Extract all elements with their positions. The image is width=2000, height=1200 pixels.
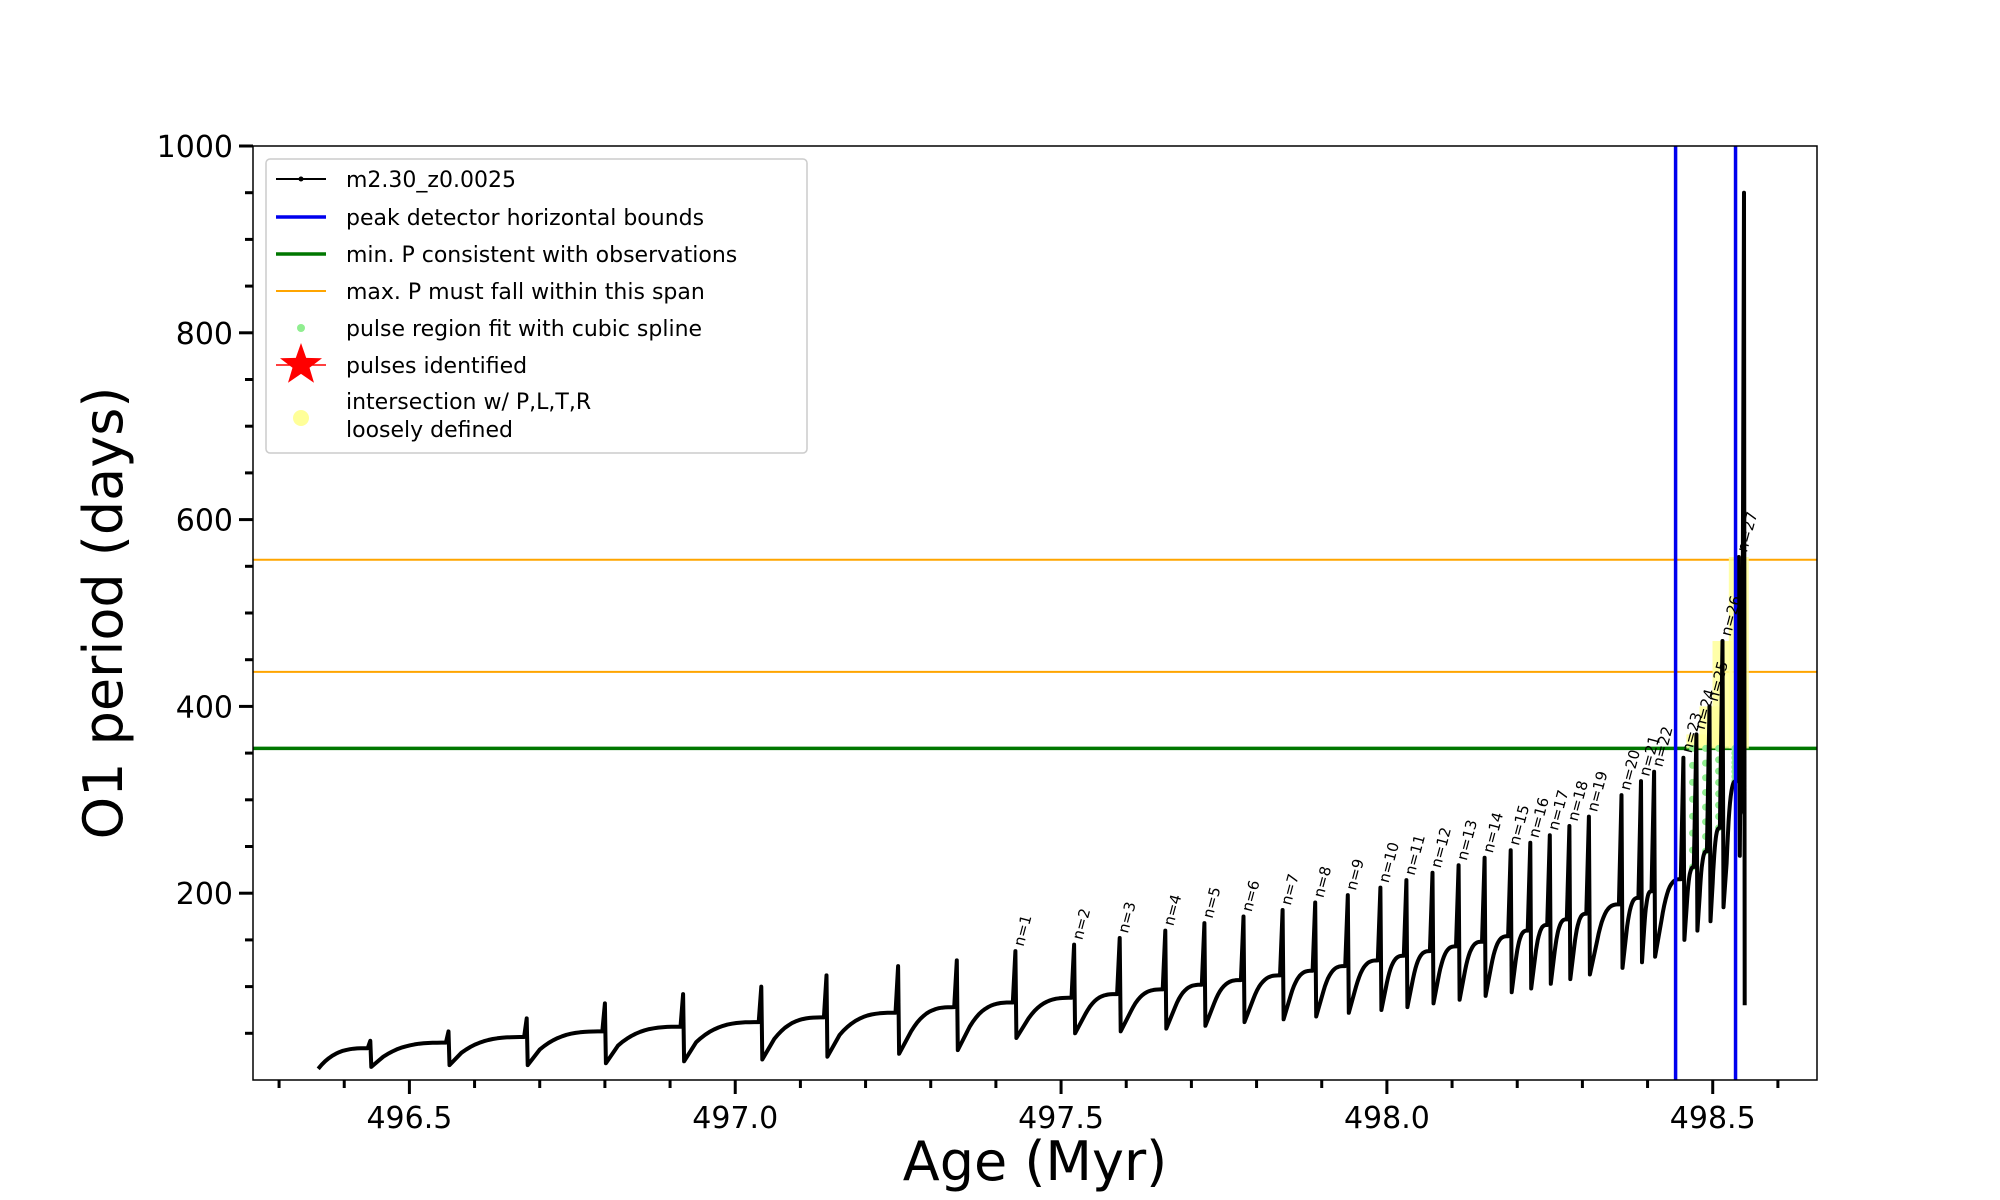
legend-frame [265,158,808,454]
axis-ticks: 496.5 497.0 497.5 498.0 498.5 200 400 600 800 100… [157,130,1780,1136]
y-tick-label: 1000 [157,130,233,165]
legend-label-track: m2.30_z0.0025 [346,168,516,193]
x-tick-label: 496.5 [366,1101,452,1136]
x-tick-label: 498.5 [1670,1101,1756,1136]
period-track-line [316,190,1747,1071]
legend-item-pulses: pulses identified [276,343,527,383]
legend-label-spline-fit: pulse region fit with cubic spline [346,317,702,342]
y-tick-label: 800 [176,317,233,352]
legend: m2.30_z0.0025 peak detector horizontal b… [265,158,808,454]
vertical-reference-lines [1673,146,1738,1080]
legend-label-loosely-defined-2: loosely defined [346,418,513,443]
legend-swatch-loosely-defined [293,410,309,426]
x-tick-label: 497.0 [692,1101,778,1136]
x-axis-label: Age (Myr) [903,1130,1168,1193]
legend-swatch-track-dot [298,176,304,182]
legend-label-min-period: min. P consistent with observations [346,243,737,268]
y-tick-label: 600 [176,504,233,539]
legend-label-max-period-span: max. P must fall within this span [346,280,705,305]
legend-label-pulses: pulses identified [346,354,527,379]
horizontal-reference-lines [253,558,1817,751]
legend-item-peak-bounds: peak detector horizontal bounds [276,206,704,231]
legend-item-spline-fit: pulse region fit with cubic spline [297,317,702,342]
y-tick-label: 400 [176,690,233,725]
y-tick-label: 200 [176,877,233,912]
x-tick-label: 497.5 [1018,1101,1104,1136]
legend-label-peak-bounds: peak detector horizontal bounds [346,206,704,231]
period-track [316,190,1747,1071]
legend-item-loosely-defined: intersection w/ P,L,T,R loosely defined [293,390,591,443]
legend-swatch-pulses-star [280,343,322,383]
legend-item-max-period-span: max. P must fall within this span [276,280,705,305]
legend-label-loosely-defined-1: intersection w/ P,L,T,R [346,390,591,415]
legend-item-min-period: min. P consistent with observations [276,243,737,268]
x-tick-label: 498.0 [1344,1101,1430,1136]
legend-item-track: m2.30_z0.0025 [276,168,516,193]
legend-swatch-spline-fit [297,324,305,332]
y-axis-label: O1 period (days) [72,387,135,840]
